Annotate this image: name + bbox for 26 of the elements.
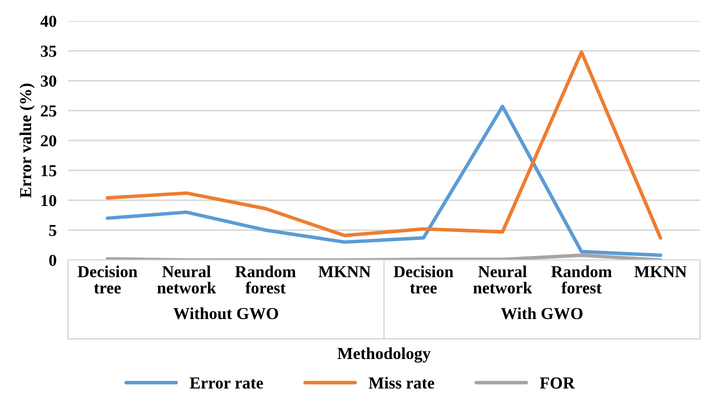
x-tick-label: Random forest (235, 266, 296, 294)
x-tick-label: MKNN (318, 266, 371, 278)
y-tick-label: 10 (42, 194, 56, 206)
y-tick-label: 35 (40, 46, 56, 57)
line-series (106, 104, 662, 257)
legend-label: Error rate (190, 378, 264, 389)
legend-label: Miss rate (368, 376, 434, 389)
x-tick-label: Decision tree (394, 266, 454, 294)
line-series (106, 50, 662, 240)
y-tick-label: 40 (40, 16, 56, 27)
x-tick-label: MKNN (634, 266, 687, 278)
text: Without GWO (173, 307, 278, 320)
text: With GWO (500, 307, 582, 320)
y-tick-label: 20 (40, 135, 56, 146)
x-tick-label: Neural network (157, 266, 216, 294)
y-tick-label: 15 (42, 165, 56, 176)
y-tick-label: 0 (49, 254, 56, 266)
x-tick-label: Decision tree (78, 266, 138, 294)
x-tick-label: Random forest (551, 266, 612, 294)
x-axis-title: Methodology (338, 347, 431, 363)
legend-label: FOR (540, 377, 575, 389)
x-tick-label: Neural network (473, 266, 532, 294)
y-tick-label: 25 (40, 105, 56, 117)
y-axis-title: Error value (%) (20, 84, 35, 198)
y-tick-label: 5 (49, 224, 56, 236)
y-tick-label: 30 (40, 75, 56, 87)
